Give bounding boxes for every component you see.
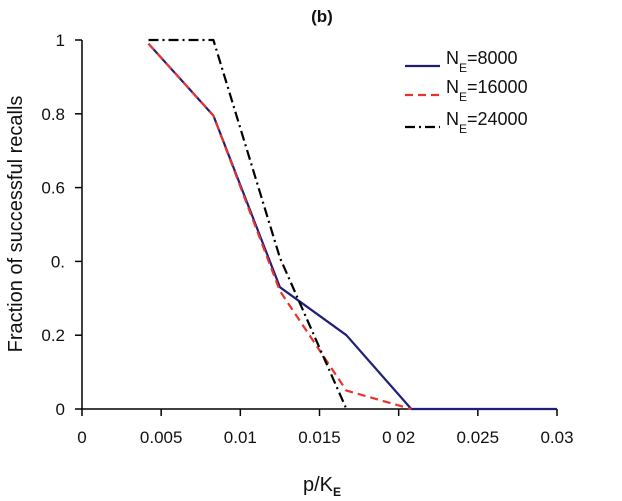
series-line-3 bbox=[148, 38, 348, 410]
x-ticks: 0 0.005 0.01 0.015 0 02 0.025 0.03 bbox=[77, 409, 574, 447]
series-line-2 bbox=[147, 42, 412, 411]
y-tick-label: 0 bbox=[56, 400, 65, 419]
x-axis-title-sub: E bbox=[333, 485, 341, 499]
x-tick-label: 0.03 bbox=[540, 428, 573, 447]
chart-title: (b) bbox=[311, 7, 333, 26]
x-tick-label: 0 02 bbox=[382, 428, 415, 447]
x-axis-title-main: p/K bbox=[303, 474, 334, 496]
legend-label-sub: E bbox=[459, 61, 467, 75]
x-tick-label: 0.01 bbox=[224, 428, 257, 447]
y-axis-title: Fraction of successful recalls bbox=[5, 96, 27, 353]
legend-label-3: NE=24000 bbox=[446, 109, 528, 136]
x-tick-label: 0.005 bbox=[140, 428, 183, 447]
legend-label-2: NE=16000 bbox=[446, 77, 528, 104]
y-tick-label: 0.2 bbox=[41, 326, 65, 345]
y-ticks: 0 0.2 0. 0.6 0.8 1 bbox=[41, 31, 82, 419]
legend-label-value: =8000 bbox=[467, 48, 518, 68]
x-axis-title: p/KE bbox=[303, 474, 341, 499]
legend-label-sub: E bbox=[459, 122, 467, 136]
legend-label-1: NE=8000 bbox=[446, 48, 518, 75]
y-tick-label: 0.6 bbox=[41, 179, 65, 198]
y-tick-label: 0.8 bbox=[41, 105, 65, 124]
legend-label-main: N bbox=[446, 48, 459, 68]
x-tick-label: 0.015 bbox=[298, 428, 341, 447]
x-tick-label: 0.025 bbox=[457, 428, 500, 447]
y-tick-label: 1 bbox=[56, 31, 65, 50]
legend-label-value: =24000 bbox=[467, 109, 528, 129]
plot-area: 0 0.2 0. 0.6 0.8 1 0 0.005 0.01 0.015 0 02 0.025 0.… bbox=[41, 31, 573, 447]
series-line-1 bbox=[147, 42, 557, 411]
y-tick-label: 0. bbox=[51, 252, 65, 271]
legend-label-main: N bbox=[446, 109, 459, 129]
legend-label-sub: E bbox=[459, 90, 467, 104]
legend-label-value: =16000 bbox=[467, 77, 528, 97]
series-lines bbox=[147, 38, 557, 411]
x-tick-label: 0 bbox=[77, 428, 86, 447]
legend-label-main: N bbox=[446, 77, 459, 97]
